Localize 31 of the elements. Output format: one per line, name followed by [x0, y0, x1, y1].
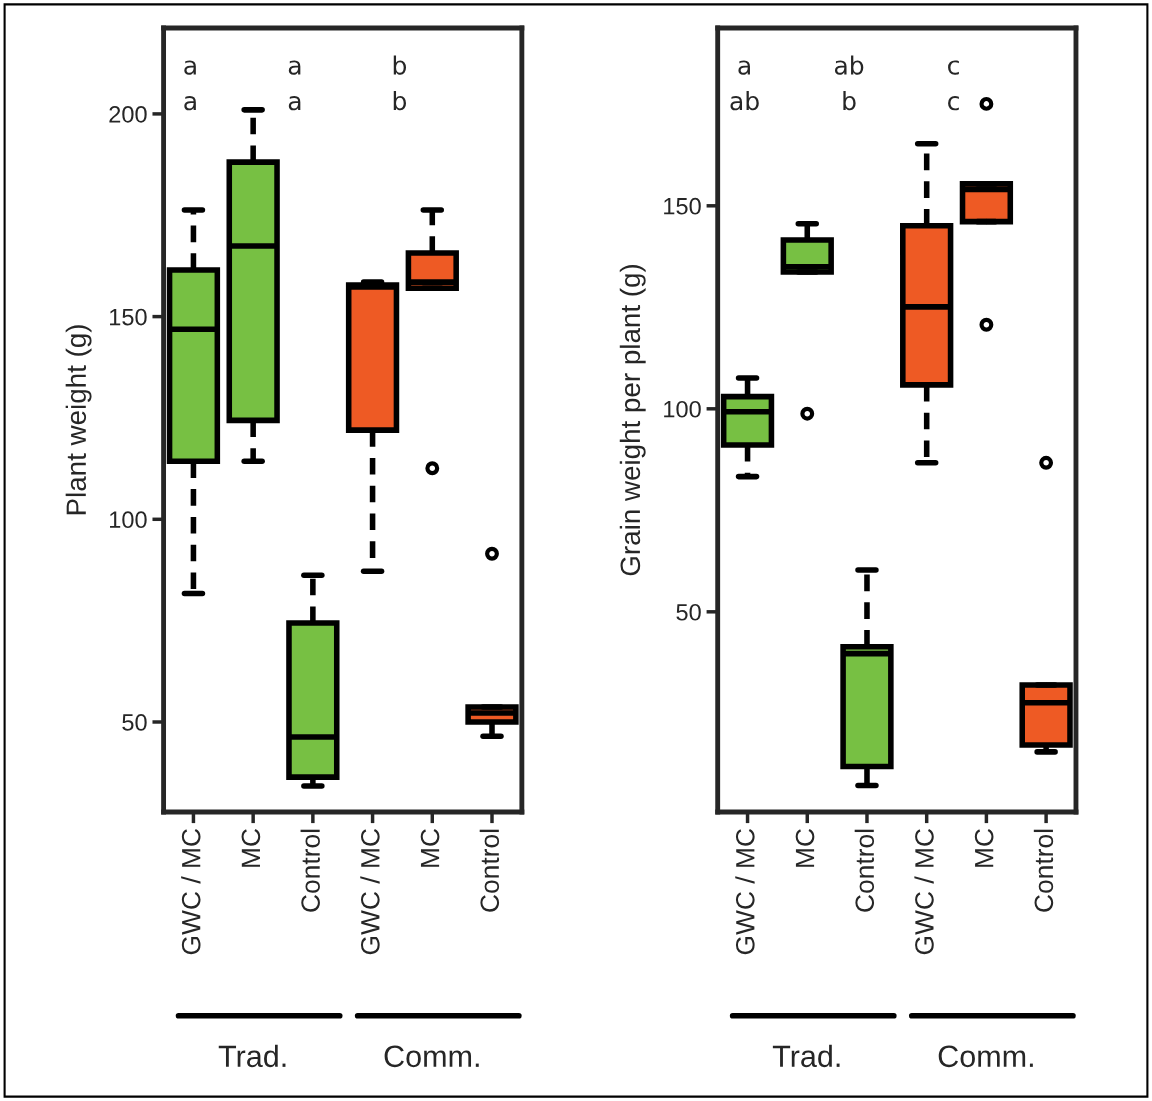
annotation: ab b — [834, 55, 864, 111]
y-tick-label: 200 — [109, 105, 147, 123]
x-tick-label: MC — [241, 828, 261, 867]
y-tick-label: 100 — [664, 400, 701, 418]
y-tick-label: 50 — [122, 714, 147, 731]
annotation: a a — [288, 60, 301, 111]
x-tick-label: GWC / MC — [914, 828, 934, 955]
x-tick-label: Control — [479, 829, 500, 912]
y-tick-label: 100 — [110, 511, 147, 529]
x-tick-label: Control — [1033, 829, 1054, 912]
annotation: a a — [184, 60, 196, 111]
text: Comm. — [384, 1045, 479, 1068]
y-tick-label: 150 — [110, 308, 147, 326]
x-tick-label: MC — [974, 828, 994, 867]
x-tick-label: MC — [795, 828, 815, 867]
y-tick-label: 50 — [676, 603, 701, 621]
x-tick-label: Control — [300, 829, 320, 912]
x-tick-label: GWC / MC — [360, 828, 380, 955]
x-tick-label: MC — [420, 828, 440, 867]
annotation: b b — [393, 55, 407, 111]
text: Trad. — [772, 1044, 840, 1068]
x-tick-label: GWC / MC — [735, 828, 755, 955]
text: Comm. — [938, 1045, 1033, 1068]
x-tick-label: Control — [854, 829, 875, 912]
text: Trad. — [218, 1044, 286, 1068]
y-tick-label: 150 — [664, 197, 701, 215]
annotation: a ab — [730, 60, 759, 111]
y-axis-title: Plant weight (g) — [65, 325, 92, 515]
x-tick-label: GWC / MC — [181, 828, 201, 955]
annotation: c c — [948, 60, 959, 111]
y-axis-title: Grain weight per plant (g) — [619, 264, 646, 576]
